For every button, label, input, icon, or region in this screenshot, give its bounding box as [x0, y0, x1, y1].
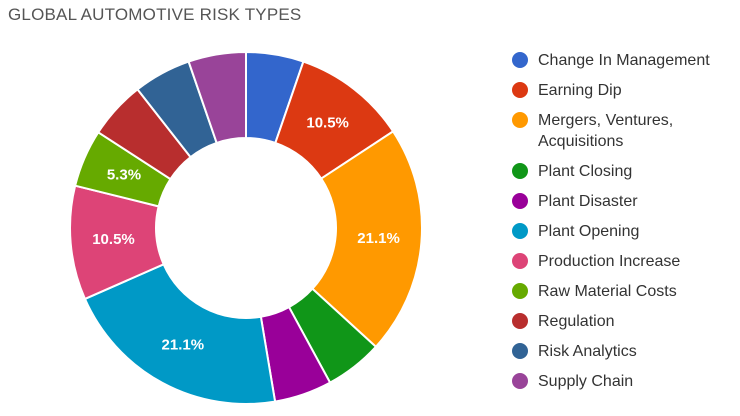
- legend-label: Production Increase: [538, 253, 681, 270]
- chart-title: GLOBAL AUTOMOTIVE RISK TYPES: [8, 5, 302, 24]
- legend-swatch: [512, 313, 528, 329]
- legend-item[interactable]: Plant Closing: [512, 161, 737, 182]
- legend-swatch: [512, 283, 528, 299]
- slice-plant-opening[interactable]: [83, 262, 277, 405]
- legend-item[interactable]: Mergers, Ventures, Acquisitions: [512, 110, 737, 152]
- legend-swatch: [512, 52, 528, 68]
- legend-item[interactable]: Raw Material Costs: [512, 281, 737, 302]
- slice-supply-chain[interactable]: [187, 50, 247, 145]
- legend-swatch: [512, 193, 528, 209]
- legend-label: Supply Chain: [538, 373, 634, 390]
- legend-swatch: [512, 343, 528, 359]
- data-label: 5.3%: [107, 167, 141, 184]
- legend-label: Earning Dip: [538, 82, 622, 99]
- legend-item[interactable]: Earning Dip: [512, 80, 737, 101]
- legend-label: Plant Closing: [538, 163, 633, 180]
- data-label: 21.1%: [162, 337, 205, 354]
- legend-label: Plant Opening: [538, 223, 640, 240]
- legend-label: Mergers, Ventures, Acquisitions: [538, 112, 674, 150]
- legend-label: Risk Analytics: [538, 343, 637, 360]
- legend-swatch: [512, 253, 528, 269]
- legend-label: Change In Management: [538, 52, 710, 69]
- legend-item[interactable]: Production Increase: [512, 251, 737, 272]
- legend-swatch: [512, 82, 528, 98]
- legend-swatch: [512, 223, 528, 239]
- legend-label: Regulation: [538, 313, 615, 330]
- legend-item[interactable]: Plant Opening: [512, 221, 737, 242]
- legend-swatch: [512, 112, 528, 128]
- chart-legend: Change In Management Earning Dip Mergers, …: [512, 50, 737, 401]
- legend-item[interactable]: Regulation: [512, 311, 737, 332]
- legend-item[interactable]: Risk Analytics: [512, 341, 737, 362]
- data-label: 10.5%: [306, 115, 349, 132]
- data-label: 10.5%: [92, 231, 135, 248]
- data-label: 21.1%: [357, 230, 400, 247]
- legend-item[interactable]: Supply Chain: [512, 371, 737, 392]
- legend-item[interactable]: Plant Disaster: [512, 191, 737, 212]
- legend-item[interactable]: Change In Management: [512, 50, 737, 71]
- legend-swatch: [512, 163, 528, 179]
- legend-label: Plant Disaster: [538, 193, 638, 210]
- legend-label: Raw Material Costs: [538, 283, 677, 300]
- slice-mergers-ventures-acquisitions[interactable]: [311, 130, 423, 349]
- legend-swatch: [512, 373, 528, 389]
